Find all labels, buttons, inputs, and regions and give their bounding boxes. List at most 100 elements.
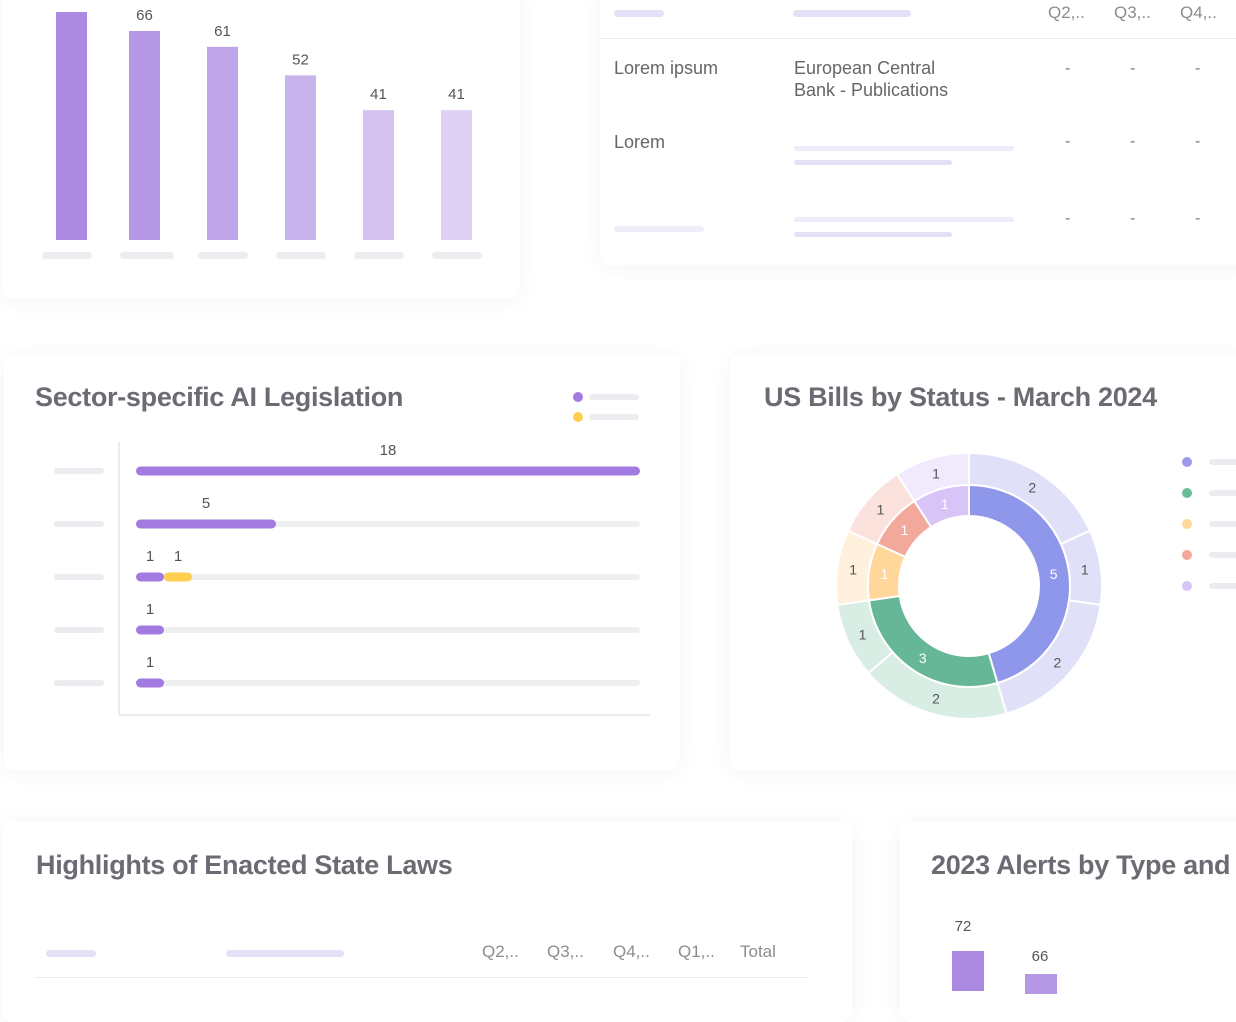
bar-track bbox=[136, 627, 640, 633]
alerts-chart-card: 2023 Alerts by Type and 72 66 bbox=[900, 822, 1236, 1022]
bar-value-label: 41 bbox=[370, 86, 387, 103]
legend-label-skeleton bbox=[589, 414, 639, 420]
bar-value-label: 66 bbox=[1031, 948, 1049, 965]
axis-label-skeleton bbox=[120, 252, 174, 259]
slice-value-label: 1 bbox=[941, 496, 949, 512]
bar-value-label: 41 bbox=[448, 86, 465, 103]
alert-bar bbox=[1025, 974, 1057, 994]
bar[interactable] bbox=[441, 110, 472, 240]
axis-label-skeleton bbox=[354, 252, 404, 259]
row-source: European Central Bank - Publications bbox=[794, 58, 949, 100]
chart-title: Sector-specific AI Legislation bbox=[35, 382, 404, 412]
legend-label-skeleton bbox=[1209, 459, 1236, 465]
row-q4: - bbox=[1195, 60, 1201, 77]
alert-bar bbox=[952, 951, 984, 991]
column-header-total[interactable]: Total bbox=[740, 942, 776, 961]
category-label-skeleton bbox=[54, 627, 104, 633]
axis-label-skeleton bbox=[198, 252, 248, 259]
table-title: Highlights of Enacted State Laws bbox=[36, 850, 453, 880]
bar-value-label: 1 bbox=[146, 601, 154, 618]
bar-value-label: 5 bbox=[202, 495, 210, 512]
bar[interactable] bbox=[129, 31, 160, 240]
slice-value-label: 1 bbox=[1081, 561, 1089, 577]
slice-value-label: 2 bbox=[1054, 655, 1062, 671]
bar-value-label: 18 bbox=[380, 442, 397, 459]
column-header-q2[interactable]: Q2,.. bbox=[482, 942, 519, 961]
inner-slice[interactable] bbox=[968, 483, 1071, 685]
sector-bar-chart: 18 5 1 1 1 1 bbox=[54, 442, 650, 716]
header-skeleton bbox=[793, 10, 911, 17]
bar-value-label: 1 bbox=[174, 548, 182, 565]
row-q4: - bbox=[1195, 210, 1201, 227]
bar-value-label: 66 bbox=[136, 7, 153, 24]
slice-value-label: 1 bbox=[849, 561, 857, 577]
row-q2: - bbox=[1065, 133, 1071, 150]
source-skeleton bbox=[794, 217, 1014, 222]
slice-value-label: 1 bbox=[932, 466, 940, 482]
row-name: Lorem ipsum bbox=[614, 58, 719, 78]
source-skeleton bbox=[794, 146, 1014, 151]
header-skeleton bbox=[46, 950, 96, 957]
inner-slice[interactable] bbox=[913, 483, 970, 529]
bar[interactable] bbox=[363, 110, 394, 240]
bar-segment[interactable] bbox=[136, 678, 164, 688]
axis-label-skeleton bbox=[42, 252, 92, 259]
bar-value-label: 61 bbox=[214, 23, 231, 40]
slice-value-label: 1 bbox=[880, 566, 888, 582]
legend-dot bbox=[1182, 581, 1192, 591]
chart-title: 2023 Alerts by Type and bbox=[931, 850, 1231, 880]
name-skeleton bbox=[614, 226, 704, 232]
bar[interactable] bbox=[285, 75, 316, 240]
bar-segment[interactable] bbox=[136, 625, 164, 635]
source-skeleton bbox=[794, 160, 952, 165]
row-q3: - bbox=[1130, 133, 1136, 150]
legend-label-skeleton bbox=[1209, 583, 1236, 589]
header-divider bbox=[600, 38, 1236, 39]
column-header-q4[interactable]: Q4,.. bbox=[613, 942, 650, 961]
slice-value-label: 3 bbox=[919, 650, 927, 666]
header-skeleton bbox=[614, 10, 664, 17]
category-label-skeleton bbox=[54, 468, 104, 474]
legend-label-skeleton bbox=[1209, 552, 1236, 558]
legend-label-skeleton bbox=[589, 394, 639, 400]
slice-value-label: 5 bbox=[1050, 566, 1058, 582]
bar-segment[interactable] bbox=[136, 572, 164, 582]
bar-value-label: 52 bbox=[292, 51, 309, 68]
axis-label-skeleton bbox=[432, 252, 482, 259]
row-q2: - bbox=[1065, 60, 1071, 77]
legend-label-skeleton bbox=[1209, 490, 1236, 496]
bar[interactable] bbox=[207, 46, 238, 240]
header-divider bbox=[34, 977, 809, 978]
row-q4: - bbox=[1195, 133, 1201, 150]
bar-track bbox=[136, 680, 640, 686]
sector-chart-card: Sector-specific AI Legislation 18 5 1 1 1 1 bbox=[4, 355, 680, 770]
bar-track bbox=[136, 574, 640, 580]
slice-value-label: 2 bbox=[1028, 480, 1036, 496]
row-q2: - bbox=[1065, 210, 1071, 227]
bar-segment[interactable] bbox=[136, 519, 276, 529]
bar-value-label: 1 bbox=[146, 654, 154, 671]
category-label-skeleton bbox=[54, 680, 104, 686]
column-header-q3[interactable]: Q3,.. bbox=[1114, 3, 1151, 22]
bar-segment[interactable] bbox=[136, 466, 640, 476]
bar[interactable] bbox=[56, 12, 87, 240]
legend-dot bbox=[1182, 550, 1192, 560]
column-header-q3[interactable]: Q3,.. bbox=[547, 942, 584, 961]
legend-label-skeleton bbox=[1209, 521, 1236, 527]
legend-dot bbox=[1182, 457, 1192, 467]
axis-label-skeleton bbox=[276, 252, 326, 259]
slice-value-label: 1 bbox=[859, 627, 867, 643]
slice-value-label: 1 bbox=[877, 501, 885, 517]
column-header-q1[interactable]: Q1,.. bbox=[678, 942, 715, 961]
column-header-q2[interactable]: Q2,.. bbox=[1048, 3, 1085, 22]
bar-segment[interactable] bbox=[164, 572, 192, 582]
top-bar-chart-card: 66 61 52 41 41 bbox=[2, 0, 520, 298]
bar-value-label: 1 bbox=[146, 548, 154, 565]
source-skeleton bbox=[794, 232, 952, 237]
laws-table-card: Highlights of Enacted State Laws Q2,.. Q… bbox=[2, 822, 852, 1022]
row-name: Lorem bbox=[614, 132, 666, 152]
column-header-q4[interactable]: Q4,.. bbox=[1180, 3, 1217, 22]
top-bar-chart: 66 61 52 41 41 bbox=[56, 7, 472, 240]
